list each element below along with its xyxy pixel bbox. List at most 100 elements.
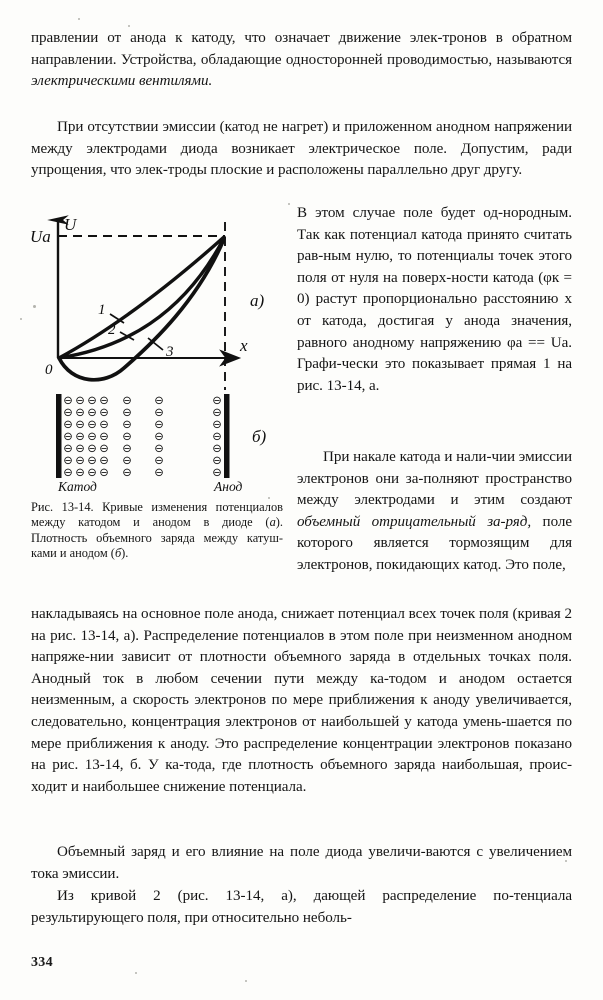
svg-text:⊖: ⊖ [122,453,132,467]
svg-text:⊖: ⊖ [122,417,132,431]
svg-text:⊖: ⊖ [99,453,109,467]
scan-speck [135,972,137,974]
scan-speck [288,203,290,205]
svg-text:⊖: ⊖ [75,429,85,443]
scan-speck [128,25,130,27]
svg-text:⊖: ⊖ [212,465,222,479]
scan-speck [78,18,80,20]
svg-text:⊖: ⊖ [75,405,85,419]
anode-label: Анод [213,479,243,493]
panel-a-label: а) [250,291,265,310]
scan-speck [268,497,270,499]
electron-cloud: ⊖ ⊖ ⊖ ⊖ ⊖ ⊖ ⊖ ⊖ ⊖ ⊖ ⊖ ⊖ ⊖ ⊖ ⊖ ⊖ ⊖ ⊖ ⊖ ⊖ ⊖ ⊖ ⊖ ⊖ ⊖ ⊖ ⊖ ⊖ ⊖ ⊖ ⊖ ⊖ [63,393,222,479]
cathode-label: Катод [57,479,97,493]
curve-2-leader [119,331,135,341]
svg-text:⊖: ⊖ [122,465,132,479]
svg-text:⊖: ⊖ [99,417,109,431]
svg-text:⊖: ⊖ [99,441,109,455]
curve-1-leader [109,313,125,324]
svg-text:⊖: ⊖ [212,441,222,455]
paragraph-text-head: При накале катода и нали-чии эмиссии эле… [297,449,572,509]
body-paragraph-4: Объемный заряд и его влияние на поле дио… [31,844,572,882]
svg-text:⊖: ⊖ [87,405,97,419]
svg-text:⊖: ⊖ [75,393,85,407]
paragraph-emphasis: объемный отрицательный за-ряд, [297,513,532,530]
electron-row: ⊖ ⊖ ⊖ ⊖ ⊖ ⊖ ⊖ [63,441,222,455]
svg-text:⊖: ⊖ [63,393,73,407]
body-paragraph-3: накладываясь на основное поле анода, сни… [31,606,572,795]
axis-x-label: x [239,336,248,355]
svg-text:⊖: ⊖ [87,465,97,479]
paragraph-text: правлении от анода к катоду, что означае… [31,30,572,68]
curve-3-leader [147,337,164,351]
anode-voltage-label: Ua [30,227,51,246]
curve-3-path [57,237,226,382]
caption-tail: ). [121,546,129,561]
svg-text:⊖: ⊖ [87,441,97,455]
cathode-plate [56,394,62,478]
body-paragraph-5: Из кривой 2 (рис. 13-14, а), дающей расп… [31,888,572,926]
svg-text:⊖: ⊖ [154,405,164,419]
svg-text:⊖: ⊖ [99,405,109,419]
caption-panel-b: б [114,546,122,561]
svg-text:⊖: ⊖ [122,429,132,443]
page-number: 334 [31,955,53,970]
curve-label-3: 3 [165,344,174,360]
origin-label: 0 [45,362,53,378]
scan-speck [20,318,22,320]
svg-text:⊖: ⊖ [154,453,164,467]
electron-row: ⊖ ⊖ ⊖ ⊖ ⊖ ⊖ ⊖ [63,453,222,467]
svg-text:⊖: ⊖ [212,417,222,431]
svg-text:⊖: ⊖ [154,465,164,479]
svg-text:⊖: ⊖ [63,441,73,455]
electron-row: ⊖ ⊖ ⊖ ⊖ ⊖ ⊖ ⊖ [63,393,222,407]
scan-speck [33,305,36,308]
svg-text:⊖: ⊖ [122,393,132,407]
svg-text:⊖: ⊖ [75,465,85,479]
svg-text:⊖: ⊖ [87,417,97,431]
svg-text:⊖: ⊖ [154,393,164,407]
svg-text:⊖: ⊖ [63,405,73,419]
paragraph-text-tail: поле которого является тормозящим для эл… [297,513,572,573]
scan-speck [565,860,567,862]
electron-row: ⊖ ⊖ ⊖ ⊖ ⊖ ⊖ ⊖ [63,417,222,431]
svg-text:⊖: ⊖ [99,465,109,479]
electron-row: ⊖ ⊖ ⊖ ⊖ ⊖ ⊖ ⊖ [63,465,222,479]
body-paragraph-1: правлении от анода к катоду, что означае… [31,28,572,93]
svg-text:⊖: ⊖ [99,429,109,443]
svg-text:⊖: ⊖ [63,465,73,479]
svg-text:⊖: ⊖ [212,453,222,467]
panel-b-label: б) [252,427,267,446]
caption-mid: ). Плотность объемного заряда между кату… [31,515,283,561]
electron-row: ⊖ ⊖ ⊖ ⊖ ⊖ ⊖ ⊖ [63,405,222,419]
figure-13-14: U Ua 0 x 1 2 3 а) ⊖ ⊖ ⊖ ⊖ ⊖ ⊖ ⊖ ⊖ ⊖ ⊖ ⊖ [28,208,290,493]
paragraph-emphasis: электрическими вентилями. [31,73,213,90]
svg-text:⊖: ⊖ [87,393,97,407]
svg-text:⊖: ⊖ [75,417,85,431]
svg-text:⊖: ⊖ [212,393,222,407]
svg-text:⊖: ⊖ [212,405,222,419]
svg-text:⊖: ⊖ [122,405,132,419]
curve-1-path [57,235,226,360]
svg-text:⊖: ⊖ [122,441,132,455]
axis-y-label: U [64,215,78,234]
right-column-paragraph-2: При накале катода и нали-чии эмиссии эле… [297,447,572,577]
caption-panel-a: а [269,515,276,530]
electron-row: ⊖ ⊖ ⊖ ⊖ ⊖ ⊖ ⊖ [63,429,222,443]
figure-caption: Рис. 13-14. Кривые изменения потенциалов… [31,500,283,562]
svg-text:⊖: ⊖ [75,453,85,467]
svg-text:⊖: ⊖ [75,441,85,455]
svg-text:⊖: ⊖ [63,417,73,431]
svg-text:⊖: ⊖ [63,429,73,443]
svg-text:⊖: ⊖ [99,393,109,407]
right-column-paragraph-1: В этом случае поле будет од-нородным. Та… [297,205,572,394]
body-paragraph-2: При отсутствии эмиссии (катод не нагрет)… [31,119,572,179]
svg-text:⊖: ⊖ [154,429,164,443]
svg-text:⊖: ⊖ [87,453,97,467]
svg-text:⊖: ⊖ [154,417,164,431]
curve-2-path [57,236,226,360]
caption-head: Рис. 13-14. Кривые изменения потенциалов… [31,500,283,530]
svg-text:⊖: ⊖ [87,429,97,443]
svg-text:⊖: ⊖ [212,429,222,443]
